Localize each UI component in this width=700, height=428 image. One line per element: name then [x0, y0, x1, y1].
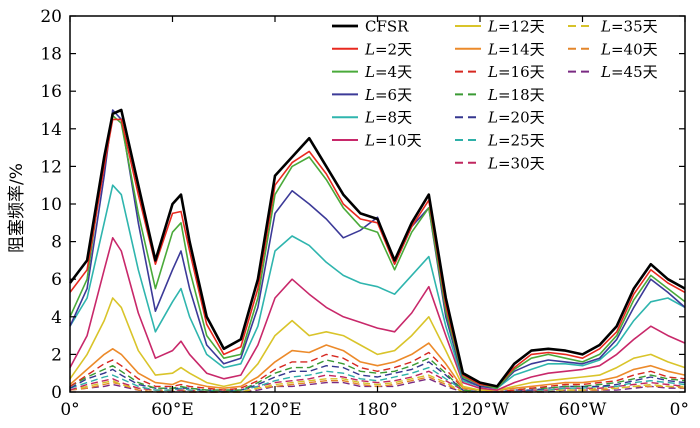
- x-ticks: 0° 60°E 120°E 180° 120°W 60°W 0°: [60, 16, 689, 420]
- x-tick-label: 120°E: [248, 400, 301, 420]
- x-tick-label: 180°: [357, 400, 398, 420]
- y-tick-label: 10: [40, 195, 62, 215]
- y-tick-label: 0: [51, 383, 62, 403]
- legend-label: L=8天: [364, 109, 412, 127]
- series-line-11: [69, 366, 686, 393]
- y-tick-label: 6: [51, 270, 62, 290]
- legend-item: L=14天: [455, 40, 545, 58]
- legend-item: L=20天: [455, 109, 545, 127]
- legend-item: L=2天: [332, 40, 412, 58]
- series-line-2: [69, 114, 686, 390]
- y-tick-label: 16: [40, 82, 62, 102]
- series-line-3: [69, 109, 686, 390]
- legend-label: L=14天: [487, 40, 545, 58]
- y-tick-label: 20: [40, 7, 62, 27]
- legend-item: L=30天: [455, 154, 545, 172]
- legend-label: L=10天: [364, 132, 422, 150]
- y-tick-label: 14: [40, 120, 62, 140]
- legend-item: L=45天: [568, 63, 658, 81]
- x-tick-label: 60°W: [559, 400, 607, 420]
- legend-label: L=35天: [600, 18, 658, 36]
- series-line-4: [69, 184, 686, 390]
- legend-item: L=35天: [568, 18, 658, 36]
- legend-item: L=16天: [455, 63, 545, 81]
- series-line-12: [69, 370, 686, 393]
- y-axis-title: 阻塞频率/%: [7, 163, 27, 253]
- x-tick-label: 0°: [670, 400, 689, 420]
- legend-label: L=12天: [487, 18, 545, 36]
- x-tick-label: 120°W: [451, 400, 510, 420]
- legend-item: L=4天: [332, 63, 412, 81]
- series-line-5: [69, 237, 686, 391]
- legend-label: L=4天: [364, 63, 412, 81]
- legend: CFSR L=2天 L=4天 L=6天 L=8天 L=10天 L=12天 L=14天 L=16天…: [332, 18, 658, 172]
- legend-label: L=45天: [600, 63, 658, 81]
- legend-label: L=40天: [600, 40, 658, 58]
- legend-item: L=6天: [332, 86, 412, 104]
- legend-label: L=6天: [364, 86, 412, 104]
- legend-label: L=18天: [487, 86, 545, 104]
- legend-label: CFSR: [365, 18, 409, 36]
- x-tick-label: 60°E: [151, 400, 194, 420]
- y-tick-label: 2: [51, 345, 62, 365]
- legend-item: CFSR: [332, 18, 409, 36]
- legend-item: L=18天: [455, 86, 545, 104]
- series-line-0: [68, 108, 686, 388]
- series-line-7: [69, 342, 686, 391]
- legend-label: L=16天: [487, 63, 545, 81]
- series-line-6: [69, 297, 686, 391]
- series-line-8: [69, 351, 686, 393]
- y-tick-label: 12: [40, 157, 62, 177]
- legend-label: L=2天: [364, 40, 412, 58]
- legend-item: L=10天: [332, 132, 422, 150]
- legend-item: L=25天: [455, 132, 545, 150]
- legend-label: L=25天: [487, 132, 545, 150]
- y-ticks: 0 2 4 6 8 10 12 14 16 18 20: [40, 7, 685, 403]
- series-line-1: [69, 118, 686, 388]
- series-layer: [68, 108, 686, 393]
- y-tick-label: 4: [51, 308, 62, 328]
- series-line-9: [69, 357, 686, 393]
- legend-item: L=40天: [568, 40, 658, 58]
- legend-label: L=30天: [487, 154, 545, 172]
- x-tick-label: 0°: [60, 400, 79, 420]
- legend-label: L=20天: [487, 109, 545, 127]
- legend-item: L=8天: [332, 109, 412, 127]
- legend-item: L=12天: [455, 18, 545, 36]
- y-tick-label: 8: [51, 233, 62, 253]
- y-tick-label: 18: [40, 45, 62, 65]
